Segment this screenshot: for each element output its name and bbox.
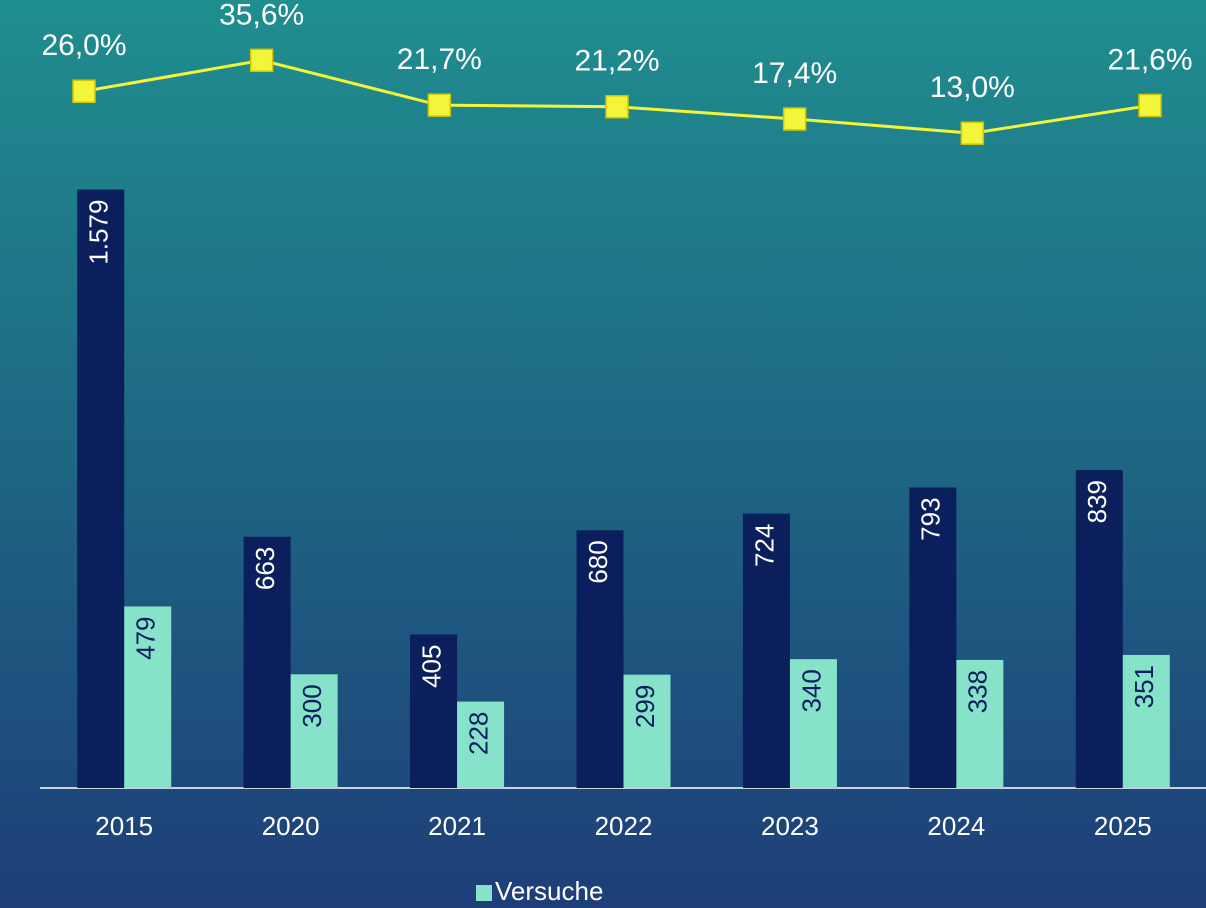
data-label: 839 — [1082, 480, 1112, 523]
x-tick-label: 2024 — [927, 811, 985, 841]
data-label: 680 — [583, 540, 613, 583]
data-label: 21,2% — [574, 45, 659, 78]
bar — [124, 606, 172, 788]
data-label: 793 — [916, 497, 946, 540]
x-tick-label: 2023 — [761, 811, 819, 841]
bar — [243, 536, 291, 788]
line-marker — [960, 121, 985, 145]
data-label: 1.579 — [84, 200, 114, 265]
line-marker — [72, 79, 96, 104]
bar — [623, 674, 671, 788]
data-label: 340 — [796, 669, 826, 712]
data-label: 21,7% — [397, 43, 482, 76]
line-marker — [1138, 93, 1162, 118]
data-label: 479 — [131, 616, 161, 659]
line-marker — [605, 95, 629, 119]
bar — [1122, 654, 1170, 788]
data-label: 17,4% — [752, 57, 837, 90]
bar — [956, 659, 1004, 788]
data-label: 228 — [463, 712, 493, 755]
line-marker — [782, 107, 807, 131]
data-label: 13,0% — [930, 71, 1015, 104]
data-label: 300 — [297, 684, 327, 727]
data-label: 299 — [630, 685, 660, 728]
bar — [290, 674, 338, 788]
bar — [77, 189, 125, 788]
x-tick-label: 2020 — [262, 811, 320, 841]
bar — [457, 701, 505, 788]
data-label: 724 — [749, 524, 779, 567]
data-label: 663 — [250, 547, 280, 590]
bar — [410, 634, 458, 788]
x-tick-label: 2015 — [95, 811, 153, 841]
data-label: 338 — [963, 670, 993, 713]
bar — [576, 530, 624, 788]
bar — [742, 513, 790, 788]
bar — [909, 487, 957, 788]
x-tick-label: 2025 — [1094, 811, 1152, 841]
bar — [1075, 470, 1123, 788]
data-label: 21,6% — [1107, 43, 1192, 76]
data-label: 35,6% — [219, 0, 304, 31]
line-marker — [249, 48, 274, 73]
legend-label: Versuche — [495, 876, 603, 906]
x-tick-label: 2022 — [595, 811, 653, 841]
line-marker — [427, 93, 452, 117]
legend-swatch — [476, 885, 492, 901]
data-label: 26,0% — [41, 29, 126, 62]
data-label: 351 — [1129, 665, 1159, 708]
data-label: 405 — [416, 645, 446, 688]
x-tick-label: 2021 — [428, 811, 486, 841]
bar — [789, 659, 837, 788]
